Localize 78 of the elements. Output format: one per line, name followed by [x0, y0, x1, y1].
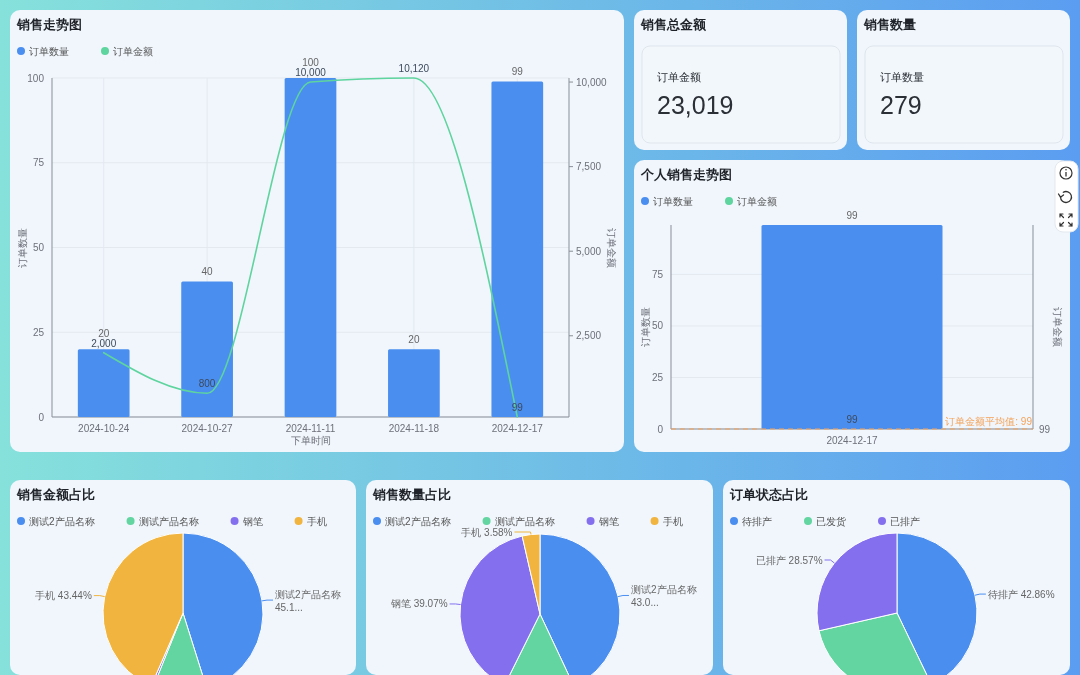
data-label: 99 — [511, 402, 524, 413]
bar — [491, 81, 544, 417]
slice-label: 测试2产品名称 — [275, 589, 341, 601]
legend-label: 待排产 — [742, 515, 772, 527]
bar — [77, 349, 130, 417]
y2-axis-title: 订单金额 — [1051, 307, 1063, 347]
text: 订单金额 — [657, 71, 701, 83]
data-label: 800 — [198, 378, 216, 390]
y-tick-label: 75 — [32, 157, 45, 169]
legend-label: 钢笔 — [241, 515, 263, 527]
annotation: 订单金额平均值: 99 — [945, 416, 1033, 427]
text: 279 — [880, 91, 922, 119]
legend-label: 已发货 — [816, 515, 846, 527]
category-label: 已排产 28.57% — [755, 554, 823, 566]
text: 订单数量 — [880, 71, 924, 83]
y-tick-label: 25 — [32, 326, 45, 338]
category-label: 手机 3.58% — [461, 526, 513, 538]
data-label: 10,120 — [398, 63, 430, 74]
category-label: 钢笔 39.07% — [390, 598, 448, 610]
y2-axis-title: 订单金额 — [605, 227, 617, 268]
y2-tick-label: 2,500 — [576, 330, 602, 342]
y-tick-label: 0 — [38, 411, 45, 423]
data-label: 99 — [846, 210, 858, 221]
data-label: 43.0... — [630, 597, 659, 609]
x-tick-label: 2024-10-24 — [78, 423, 130, 434]
data-label: 20 — [408, 334, 420, 346]
legend-label: 测试产品名称 — [138, 515, 199, 527]
legend-label: 手机 — [662, 515, 683, 527]
y-tick-label: 75 — [651, 268, 664, 280]
legend-label: 测试2产品名称 — [29, 515, 95, 527]
legend-label: 订单金额 — [737, 195, 777, 207]
slice-label: 测试2产品名称 — [630, 584, 697, 596]
y-tick-label: 100 — [27, 72, 45, 84]
data-label: 99 — [511, 66, 524, 78]
legend-label: 订单数量 — [653, 195, 693, 207]
chart-title: 订单状态占比 — [729, 487, 808, 502]
y-axis-title: 订单数量 — [639, 307, 651, 347]
data-label: 10,000 — [295, 67, 327, 79]
y2-tick-label: 5,000 — [576, 245, 602, 257]
x-axis-title: 下单时间 — [290, 435, 331, 446]
text: 销售数量 — [863, 18, 916, 32]
y-tick-label: 50 — [32, 242, 45, 253]
bar — [284, 78, 337, 417]
category-label: 待排产 42.86% — [987, 588, 1055, 600]
y-tick-label: 50 — [651, 320, 664, 332]
legend-label: 已排产 — [890, 515, 920, 527]
data-label: 20 — [98, 327, 110, 339]
annotation: 99 — [846, 414, 858, 425]
data-label: 40 — [201, 266, 214, 278]
data-label: 45.1... — [275, 602, 303, 614]
chart-title: 销售走势图 — [16, 17, 82, 32]
legend-label: 订单金额 — [113, 45, 153, 57]
x-tick-label: 2024-10-27 — [181, 423, 234, 434]
legend-label: 订单数量 — [29, 45, 69, 57]
chart-title: 销售金额占比 — [16, 487, 95, 502]
bar — [181, 281, 233, 417]
legend-label: 手机 — [306, 515, 327, 527]
y2-tick-label: 10,000 — [576, 76, 608, 88]
text: 23,019 — [657, 91, 734, 119]
legend-label: 测试2产品名称 — [385, 515, 451, 527]
x-tick-label: 2024-11-18 — [388, 423, 440, 434]
chart-title: 销售数量占比 — [372, 488, 451, 502]
y-tick-label: 25 — [651, 371, 664, 383]
text: 销售总金额 — [640, 17, 707, 32]
legend-label: 钢笔 — [597, 515, 619, 527]
chart-title: 个人销售走势图 — [640, 167, 732, 182]
bar — [388, 349, 440, 417]
data-label: 100 — [302, 57, 320, 69]
x-tick-label: 2024-11-11 — [285, 423, 336, 434]
data-label: 2,000 — [91, 337, 117, 349]
y-tick-label: 0 — [657, 423, 664, 435]
category-label: 手机 43.44% — [35, 590, 92, 602]
y2-tick-label: 7,500 — [576, 161, 602, 173]
x-tick-label: 2024-12-17 — [491, 423, 544, 434]
text: 99 — [1039, 423, 1051, 435]
legend-label: 测试产品名称 — [494, 515, 555, 527]
y-axis-title: 订单数量 — [16, 227, 28, 268]
x-tick-label: 2024-12-17 — [826, 435, 879, 446]
